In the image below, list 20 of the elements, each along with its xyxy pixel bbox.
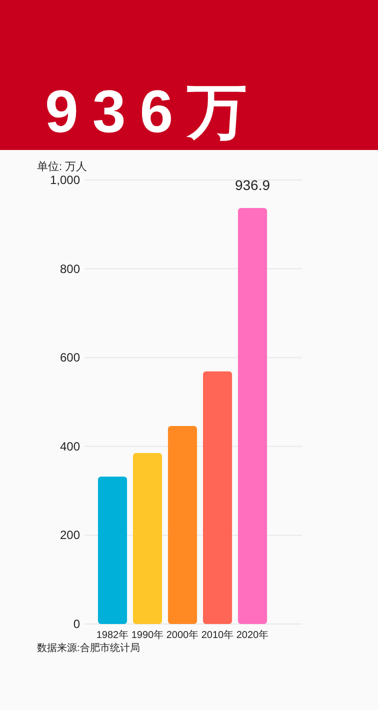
source-note: 数据来源:合肥市统计局 <box>37 642 140 654</box>
y-tick-label: 200 <box>60 528 80 542</box>
chart-title: 936万 <box>45 78 262 145</box>
data-label: 936.9 <box>234 177 270 194</box>
y-tick-label: 0 <box>73 617 80 631</box>
y-tick-label: 400 <box>60 439 80 454</box>
x-tick-label: 2020年 <box>236 629 269 641</box>
y-tick-label: 800 <box>60 262 80 276</box>
bar <box>132 453 162 624</box>
y-axis-title: 单位: 万人 <box>37 160 88 173</box>
x-tick-label: 2010年 <box>201 629 234 641</box>
x-tick-label: 1982年 <box>96 629 129 641</box>
x-tick-label: 2000年 <box>166 629 199 641</box>
y-tick-label: 1,000 <box>50 173 80 187</box>
bar <box>202 371 232 624</box>
x-tick-label: 1990年 <box>131 629 164 641</box>
bar <box>98 476 128 624</box>
bar <box>238 208 268 624</box>
bar <box>168 426 198 624</box>
y-tick-label: 600 <box>60 350 80 365</box>
